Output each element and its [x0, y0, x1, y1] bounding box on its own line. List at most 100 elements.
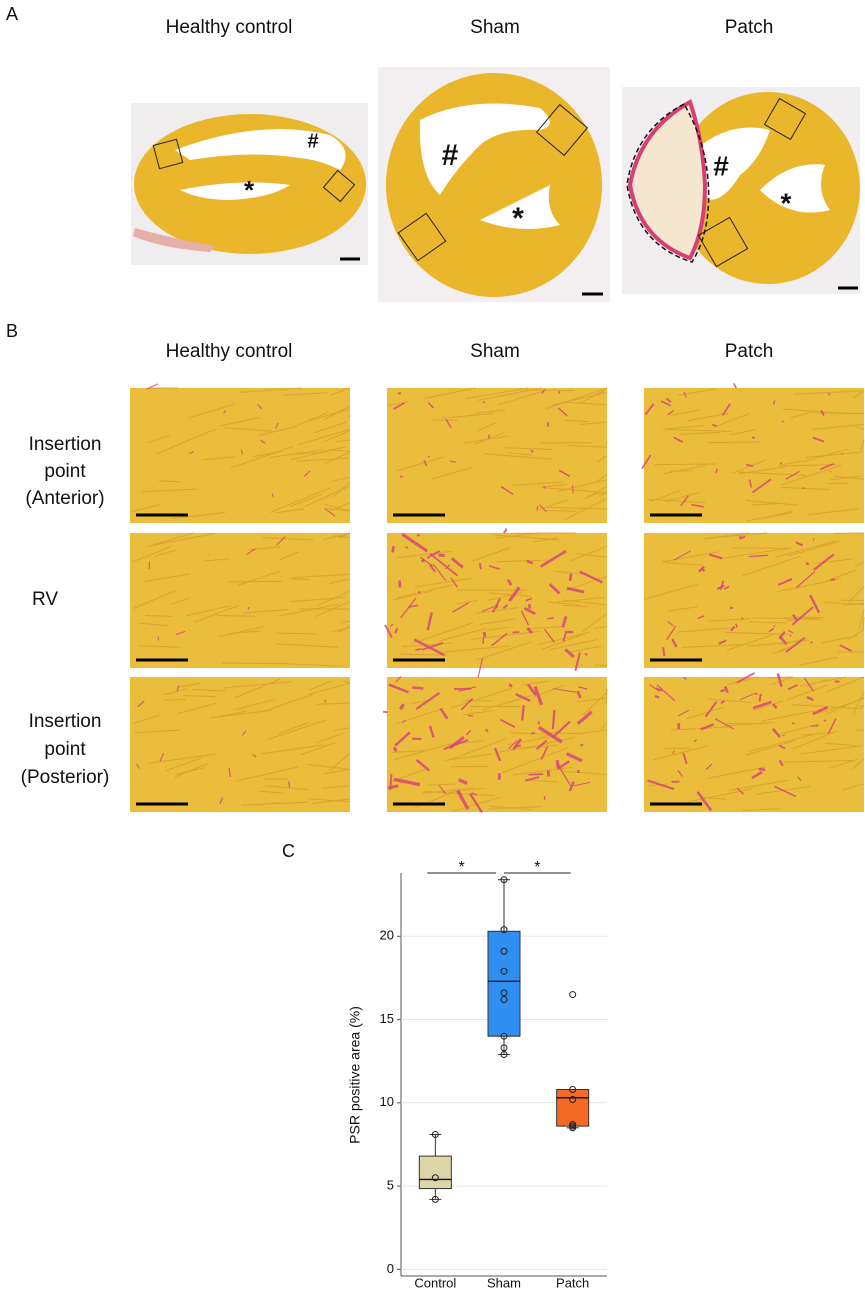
- collagen: [547, 618, 554, 619]
- collagen: [390, 774, 391, 790]
- collagen: [484, 632, 485, 637]
- collagen: [792, 723, 794, 724]
- cavity-symbol: *: [244, 175, 255, 205]
- collagen: [824, 720, 825, 721]
- collagen: [734, 383, 736, 388]
- collagen: [573, 485, 574, 493]
- fiber: [732, 548, 786, 549]
- significance-label: *: [534, 859, 540, 876]
- collagen: [400, 476, 403, 477]
- row-label: Insertion: [29, 434, 102, 455]
- column-title: Sham: [470, 17, 520, 38]
- collagen: [428, 456, 430, 457]
- cavity-symbol: #: [713, 150, 729, 181]
- micrograph: [130, 677, 350, 812]
- collagen: [399, 580, 400, 587]
- collagen: [544, 486, 545, 489]
- column-title: Patch: [725, 17, 774, 38]
- collagen: [529, 774, 544, 775]
- collagen: [663, 647, 664, 656]
- fiber: [669, 471, 693, 472]
- x-tick-label: Control: [414, 1275, 456, 1289]
- collagen: [585, 654, 587, 655]
- micrograph: [387, 388, 607, 523]
- box: [557, 1089, 589, 1126]
- collagen: [806, 563, 808, 564]
- significance-label: *: [459, 859, 465, 876]
- collagen: [752, 437, 754, 438]
- collagen: [158, 637, 159, 641]
- cavity-symbol: *: [512, 202, 524, 235]
- collagen: [418, 534, 419, 536]
- micrograph: [644, 677, 864, 812]
- collagen: [720, 690, 724, 691]
- cavity-symbol: #: [307, 130, 318, 152]
- collagen: [655, 696, 659, 698]
- micrograph: [387, 677, 607, 812]
- collagen: [393, 546, 394, 552]
- y-tick-label: 15: [380, 1011, 394, 1026]
- column-title: Patch: [725, 341, 774, 362]
- fiber: [290, 579, 311, 580]
- collagen: [504, 529, 507, 534]
- box: [419, 1156, 451, 1188]
- row-label: (Anterior): [25, 488, 104, 509]
- column-title: Healthy control: [166, 17, 293, 38]
- collagen: [570, 574, 571, 581]
- collagen: [419, 591, 420, 593]
- column-title: Sham: [470, 341, 520, 362]
- y-axis-label: PSR positive area (%): [347, 1006, 363, 1144]
- collagen: [522, 705, 523, 720]
- collagen: [509, 684, 512, 687]
- fiber: [277, 633, 316, 634]
- fiber: [163, 700, 186, 701]
- heart-section: [622, 87, 860, 294]
- panel-label: B: [6, 321, 18, 341]
- collagen: [412, 687, 423, 688]
- cavity-symbol: #: [442, 139, 459, 172]
- collagen: [439, 555, 445, 556]
- collagen: [488, 435, 489, 439]
- y-tick-label: 5: [387, 1178, 394, 1193]
- row-label: Insertion: [29, 711, 102, 732]
- collagen: [548, 770, 549, 776]
- collagen: [759, 769, 766, 770]
- collagen: [730, 608, 733, 609]
- data-point: [570, 992, 576, 998]
- fiber: [222, 663, 290, 664]
- collagen: [580, 745, 583, 746]
- cavity-symbol: *: [781, 187, 792, 218]
- collagen: [830, 471, 831, 472]
- collagen: [423, 560, 424, 562]
- collagen: [736, 624, 737, 628]
- collagen: [468, 715, 473, 716]
- heart-section: [378, 67, 610, 302]
- micrographs: [130, 383, 864, 812]
- collagen: [383, 712, 387, 713]
- micrograph: [130, 388, 350, 523]
- row-label: (Posterior): [21, 767, 110, 788]
- fiber: [859, 706, 864, 707]
- x-tick-label: Sham: [487, 1275, 521, 1289]
- collagen: [394, 748, 396, 752]
- collagen: [529, 604, 530, 609]
- y-tick-label: 20: [380, 928, 394, 943]
- collagen: [790, 635, 791, 636]
- collagen: [557, 760, 558, 768]
- collagen: [803, 488, 804, 489]
- box: [488, 931, 520, 1036]
- collagen: [480, 563, 481, 569]
- collagen: [742, 618, 743, 619]
- x-tick-label: Patch: [556, 1275, 589, 1289]
- row-label: point: [44, 461, 86, 482]
- fiber: [229, 581, 282, 582]
- collagen: [759, 694, 760, 702]
- fiber: [654, 464, 716, 465]
- collagen: [544, 796, 545, 800]
- y-tick-label: 10: [380, 1094, 394, 1109]
- panel-label: C: [282, 841, 295, 861]
- row-label: RV: [32, 589, 58, 610]
- collagen: [830, 579, 835, 580]
- collagen: [405, 547, 407, 548]
